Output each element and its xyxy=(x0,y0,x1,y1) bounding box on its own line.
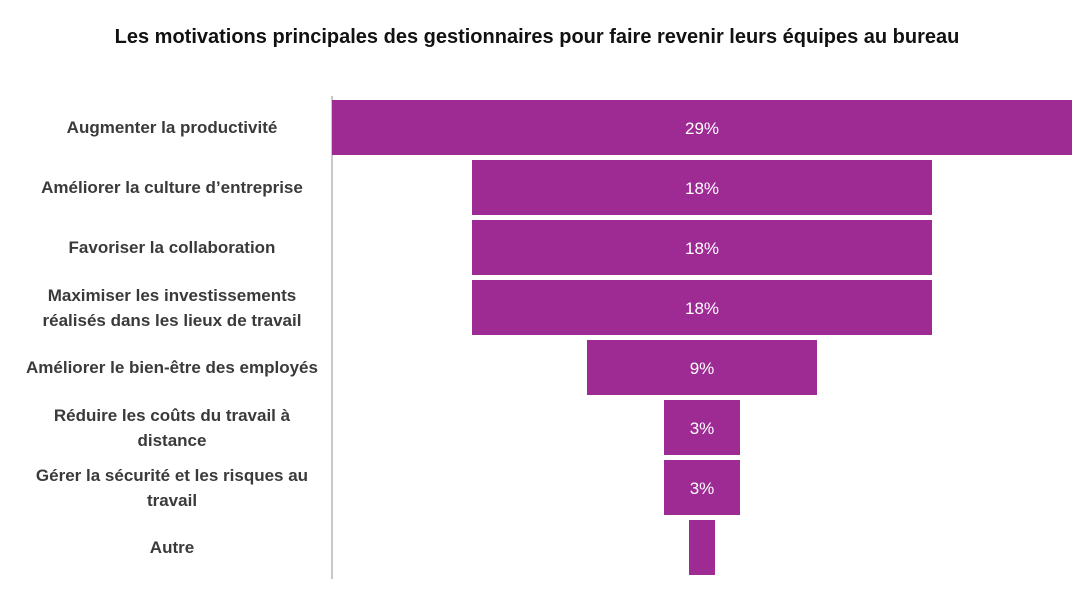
category-label: Améliorer le bien-être des employés xyxy=(26,358,318,377)
category-label: Maximiser les investissements réalisés d… xyxy=(42,285,302,330)
funnel-bar xyxy=(472,160,932,215)
data-label: 18% xyxy=(684,238,720,258)
funnel-bar xyxy=(689,520,715,575)
funnel-bar xyxy=(472,220,932,275)
category-axis-line xyxy=(331,96,333,579)
category-label: Autre xyxy=(149,538,195,557)
data-label: 29% xyxy=(684,118,720,138)
category-label: Gérer la sécurité et les risques au trav… xyxy=(35,465,309,510)
funnel-bar xyxy=(472,280,932,335)
funnel-bar xyxy=(587,340,817,395)
funnel-bar xyxy=(663,400,741,455)
data-label: 3% xyxy=(689,478,715,498)
data-label: 9% xyxy=(689,358,715,378)
funnel-bar xyxy=(332,100,1072,155)
chart-title: Les motivations principales des gestionn… xyxy=(114,26,960,48)
category-label: Réduire les coûts du travail à distance xyxy=(53,405,291,450)
category-label: Améliorer la culture d’entreprise xyxy=(41,178,303,197)
data-label: 18% xyxy=(684,178,720,198)
category-label: Favoriser la collaboration xyxy=(68,238,276,257)
category-label: Augmenter la productivité xyxy=(66,118,278,137)
funnel-bar xyxy=(663,460,741,515)
data-label: 18% xyxy=(684,298,720,318)
data-label: 3% xyxy=(689,418,715,438)
